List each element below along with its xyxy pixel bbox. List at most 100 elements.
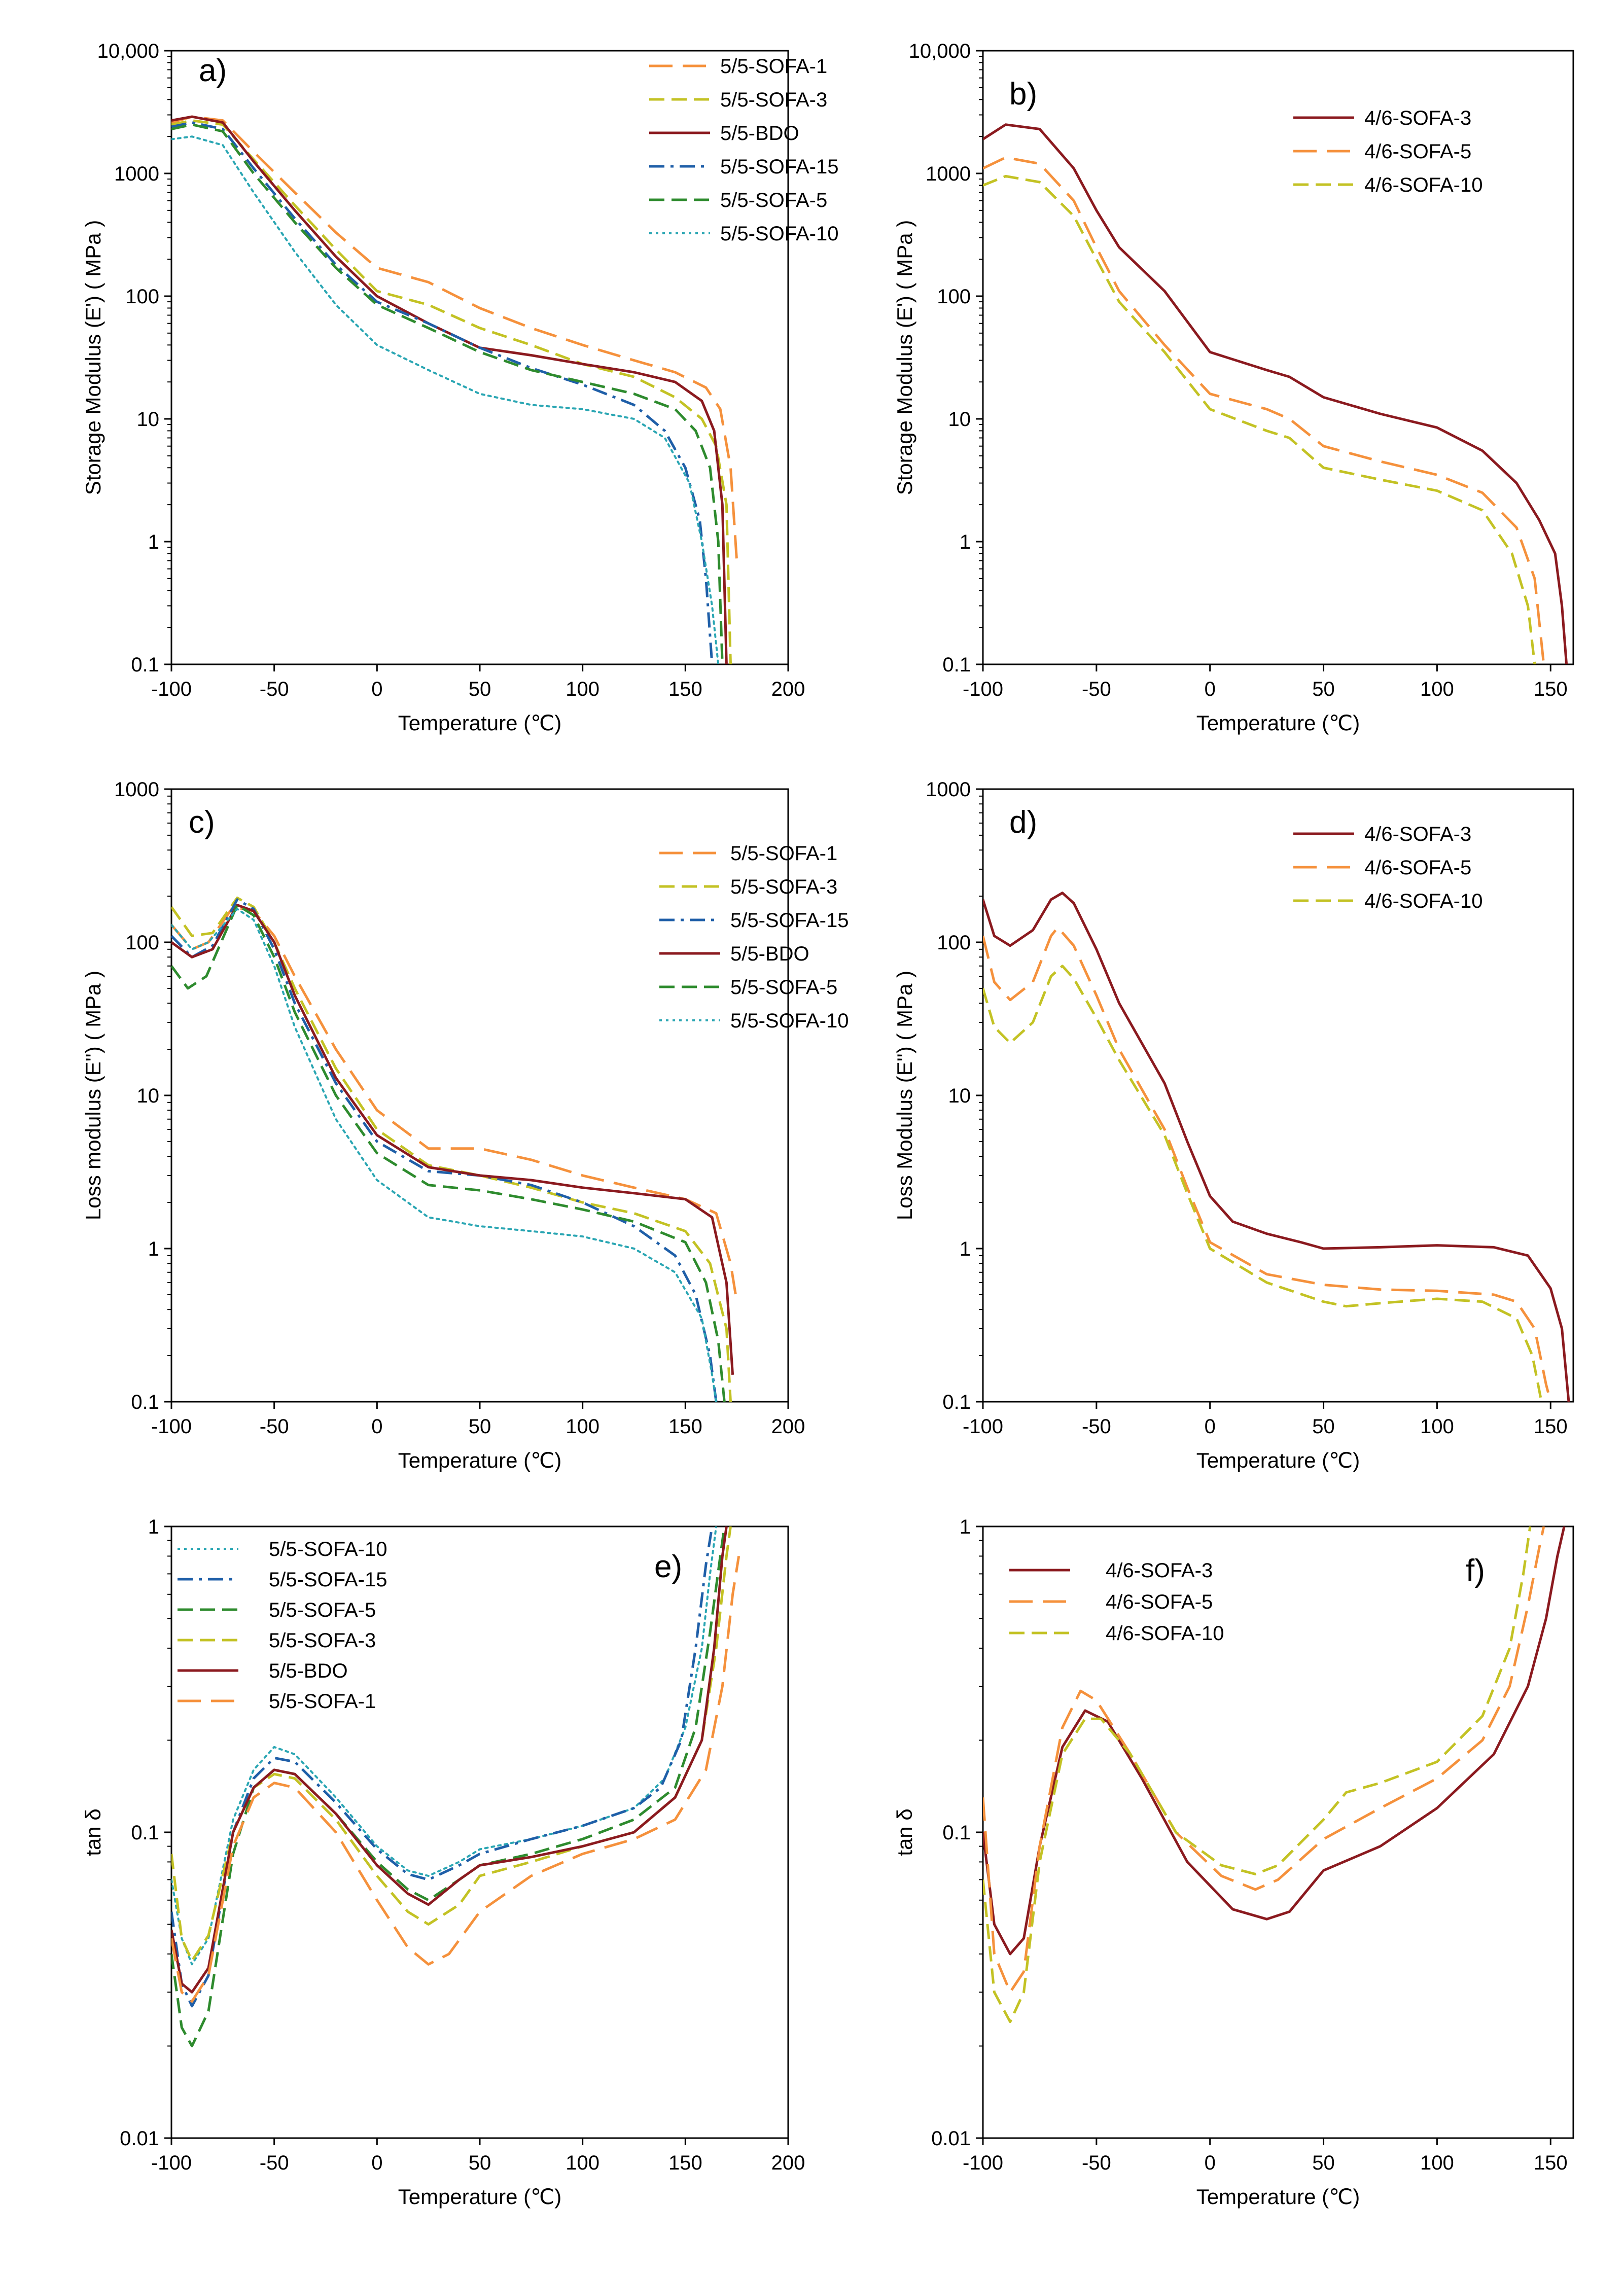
y-tick-label: 10	[137, 1085, 160, 1107]
x-tick-label: 100	[566, 1415, 599, 1438]
y-axis-title: tan δ	[81, 1808, 105, 1856]
legend: 4/6-SOFA-3 4/6-SOFA-5 4/6-SOFA-10	[1009, 1559, 1224, 1645]
x-tick-label: 200	[771, 2152, 805, 2174]
panel-label: f)	[1466, 1553, 1485, 1588]
y-tick-label: 10	[948, 408, 971, 431]
chart-c: -100 -50 0 50 100 150 200 0.1 1 10 100 1000 Temperat…	[81, 778, 849, 1472]
series-line	[983, 926, 1552, 1402]
y-tick-label: 10,000	[97, 40, 159, 62]
plot-frame	[982, 788, 1574, 1403]
series-line	[171, 1526, 726, 2047]
plot-frame	[170, 1525, 789, 2139]
x-tick-label: 100	[1420, 678, 1454, 700]
legend-label: 5/5-SOFA-1	[730, 842, 837, 865]
series-line	[983, 174, 1536, 664]
x-tick-label: 0	[371, 2152, 382, 2174]
x-axis-title: Temperature (℃)	[398, 711, 562, 735]
y-tick-label: 1000	[926, 778, 971, 801]
x-axis-title: Temperature (℃)	[1196, 1448, 1360, 1472]
x-tick-label: -100	[151, 2152, 192, 2174]
panel-label: e)	[654, 1549, 682, 1584]
x-axis-title: Temperature (℃)	[398, 1448, 562, 1472]
y-tick-label: 10,000	[909, 40, 971, 62]
series-line	[171, 904, 734, 1375]
legend-label: 5/5-SOFA-5	[730, 976, 837, 999]
y-tick-label: 0.1	[942, 1391, 971, 1413]
x-tick-label: 50	[1312, 2152, 1335, 2174]
x-tick-label: 150	[1534, 2152, 1568, 2174]
legend-label: 4/6-SOFA-10	[1364, 890, 1482, 912]
legend-label: 4/6-SOFA-10	[1364, 174, 1482, 196]
x-tick-label: 100	[566, 2152, 599, 2174]
y-tick-label: 1	[960, 1516, 971, 1538]
panel-label: a)	[199, 53, 227, 88]
y-tick-label: 1	[148, 1238, 159, 1260]
y-tick-label: 1000	[114, 163, 159, 185]
y-tick-label: 0.1	[942, 654, 971, 676]
x-tick-label: 50	[469, 678, 491, 700]
legend-label: 5/5-SOFA-10	[730, 1010, 849, 1032]
series-line	[171, 121, 714, 664]
series-line	[171, 896, 732, 1402]
series-line	[171, 904, 726, 1402]
x-tick-label: -100	[963, 1415, 1003, 1438]
chart-e: -100 -50 0 50 100 150 200 0.01 0.1 1 Temperature (…	[81, 1516, 805, 2209]
legend-label: 5/5-BDO	[269, 1660, 348, 1682]
series-line	[983, 156, 1545, 664]
y-axis-title: Storage Modulus (E') ( MPa )	[81, 220, 105, 495]
x-tick-label: 0	[1205, 678, 1216, 700]
x-tick-label: 50	[469, 1415, 491, 1438]
series-group	[171, 1526, 740, 2047]
y-tick-label: 1	[960, 1238, 971, 1260]
series-line	[171, 1526, 728, 1994]
series-group	[983, 892, 1570, 1402]
series-group	[983, 1526, 1566, 2023]
legend-label: 5/5-SOFA-5	[269, 1599, 376, 1621]
y-tick-label: 0.1	[131, 1822, 159, 1844]
legend-label: 5/5-SOFA-10	[720, 223, 838, 245]
legend-label: 4/6-SOFA-3	[1106, 1559, 1213, 1582]
y-axis-title: tan δ	[893, 1808, 916, 1856]
panel-label: b)	[1009, 77, 1037, 112]
y-axis-title: Storage Modulus (E') ( MPa )	[893, 220, 916, 495]
legend: 5/5-SOFA-1 5/5-SOFA-3 5/5-SOFA-15 5/5-BDO 5/…	[659, 842, 849, 1032]
x-tick-label: -100	[151, 1415, 192, 1438]
legend: 5/5-SOFA-1 5/5-SOFA-3 5/5-BDO 5/5-SOFA-15 5/…	[649, 55, 838, 245]
x-tick-label: 50	[1312, 1415, 1335, 1438]
panel-label: d)	[1009, 805, 1037, 840]
series-line	[983, 892, 1570, 1402]
x-tick-label: 200	[771, 1415, 805, 1438]
series-line	[171, 1526, 718, 1966]
series-line	[983, 1526, 1566, 1956]
y-tick-label: 0.1	[131, 1391, 159, 1413]
chart-a: -100 -50 0 50 100 150 200 0.1 1 10 100 1000 10,000 Te…	[81, 40, 838, 735]
series-line	[983, 965, 1543, 1402]
series-line	[171, 115, 738, 561]
legend-label: 5/5-SOFA-3	[269, 1629, 376, 1652]
y-tick-label: 1	[148, 1516, 159, 1538]
x-tick-label: -50	[1082, 678, 1111, 700]
x-tick-label: 100	[1420, 1415, 1454, 1438]
x-tick-label: 0	[1205, 1415, 1216, 1438]
x-axis-title: Temperature (℃)	[398, 2185, 562, 2209]
y-tick-label: 0.1	[131, 654, 159, 676]
series-group	[171, 896, 738, 1402]
chart-b: -100 -50 0 50 100 150 0.1 1 10 100 1000 10,000 Tempe…	[893, 40, 1574, 735]
x-tick-label: 150	[668, 1415, 702, 1438]
chart-d: -100 -50 0 50 100 150 0.1 1 10 100 1000 Temperature…	[893, 778, 1574, 1472]
y-tick-label: 0.01	[120, 2127, 159, 2150]
legend-label: 5/5-SOFA-15	[730, 909, 849, 932]
y-tick-label: 1000	[114, 778, 159, 801]
y-axis-title: Loss modulus (E'') ( MPa )	[81, 971, 105, 1220]
y-tick-label: 0.1	[942, 1822, 971, 1844]
legend-label: 5/5-BDO	[720, 122, 799, 145]
y-axis-title: Loss Modulus (E'') ( MPa )	[893, 971, 916, 1220]
x-tick-label: 150	[668, 2152, 702, 2174]
series-line	[171, 908, 718, 1402]
panel-label: c)	[189, 805, 215, 840]
x-tick-label: 0	[1205, 2152, 1216, 2174]
legend-label: 4/6-SOFA-5	[1364, 140, 1471, 163]
legend: 4/6-SOFA-3 4/6-SOFA-5 4/6-SOFA-10	[1293, 823, 1482, 912]
series-line	[983, 123, 1568, 664]
x-tick-label: -50	[260, 678, 289, 700]
